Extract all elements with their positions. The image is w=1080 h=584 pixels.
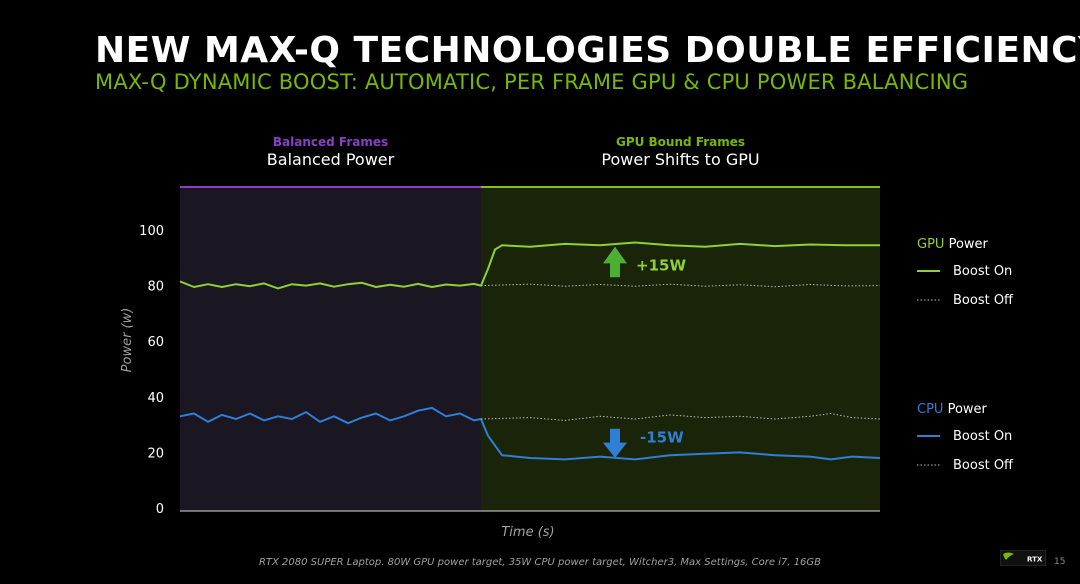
nvidia-rtx-logo: RTX — [1000, 550, 1046, 566]
slide-subtitle: MAX-Q DYNAMIC BOOST: AUTOMATIC, PER FRAM… — [95, 70, 969, 94]
y-tick-label: 0 — [156, 502, 164, 517]
legend-title-cpu: CPU Power — [917, 402, 988, 417]
series-line-cpu-on — [179, 406, 881, 461]
slide-title: NEW MAX-Q TECHNOLOGIES DOUBLE EFFICIENCY — [95, 30, 1080, 71]
y-tick-label: 100 — [139, 224, 164, 239]
legend-label-cpu-off: Boost Off — [953, 458, 1014, 473]
balanced-frames-region — [180, 187, 481, 511]
y-tick-label: 40 — [147, 391, 164, 406]
y-tick-label: 80 — [147, 280, 164, 295]
gpu-annotation-label: +15W — [636, 256, 686, 274]
series-line-cpu-off — [480, 413, 881, 421]
legend-title-gpu: GPU Power — [917, 237, 989, 252]
cpu-decrease-arrow-icon — [603, 428, 627, 458]
gpu-bound-frames-region — [481, 187, 880, 511]
cpu-annotation-label: -15W — [640, 429, 684, 447]
legend-label-gpu-off: Boost Off — [953, 293, 1014, 308]
legend-label-gpu-on: Boost On — [953, 264, 1012, 279]
svg-text:RTX: RTX — [1027, 556, 1043, 564]
page-number: 15 — [1054, 557, 1066, 567]
y-tick-label: 60 — [147, 335, 164, 350]
legend-label-cpu-on: Boost On — [953, 429, 1012, 444]
footnote: RTX 2080 SUPER Laptop. 80W GPU power tar… — [258, 557, 822, 568]
series-line-gpu-on — [179, 241, 880, 290]
region-heading-gpu-bound: GPU Bound Frames — [616, 135, 745, 149]
y-tick-label: 20 — [147, 446, 164, 461]
region-label-balanced: Balanced Power — [267, 150, 395, 169]
series-line-gpu-off — [480, 283, 881, 288]
region-heading-balanced: Balanced Frames — [273, 135, 388, 149]
y-axis-label: Power (w) — [120, 308, 135, 373]
gpu-increase-arrow-icon — [603, 246, 627, 278]
x-axis-label: Time (s) — [501, 525, 554, 540]
region-label-gpu-bound: Power Shifts to GPU — [601, 150, 759, 169]
